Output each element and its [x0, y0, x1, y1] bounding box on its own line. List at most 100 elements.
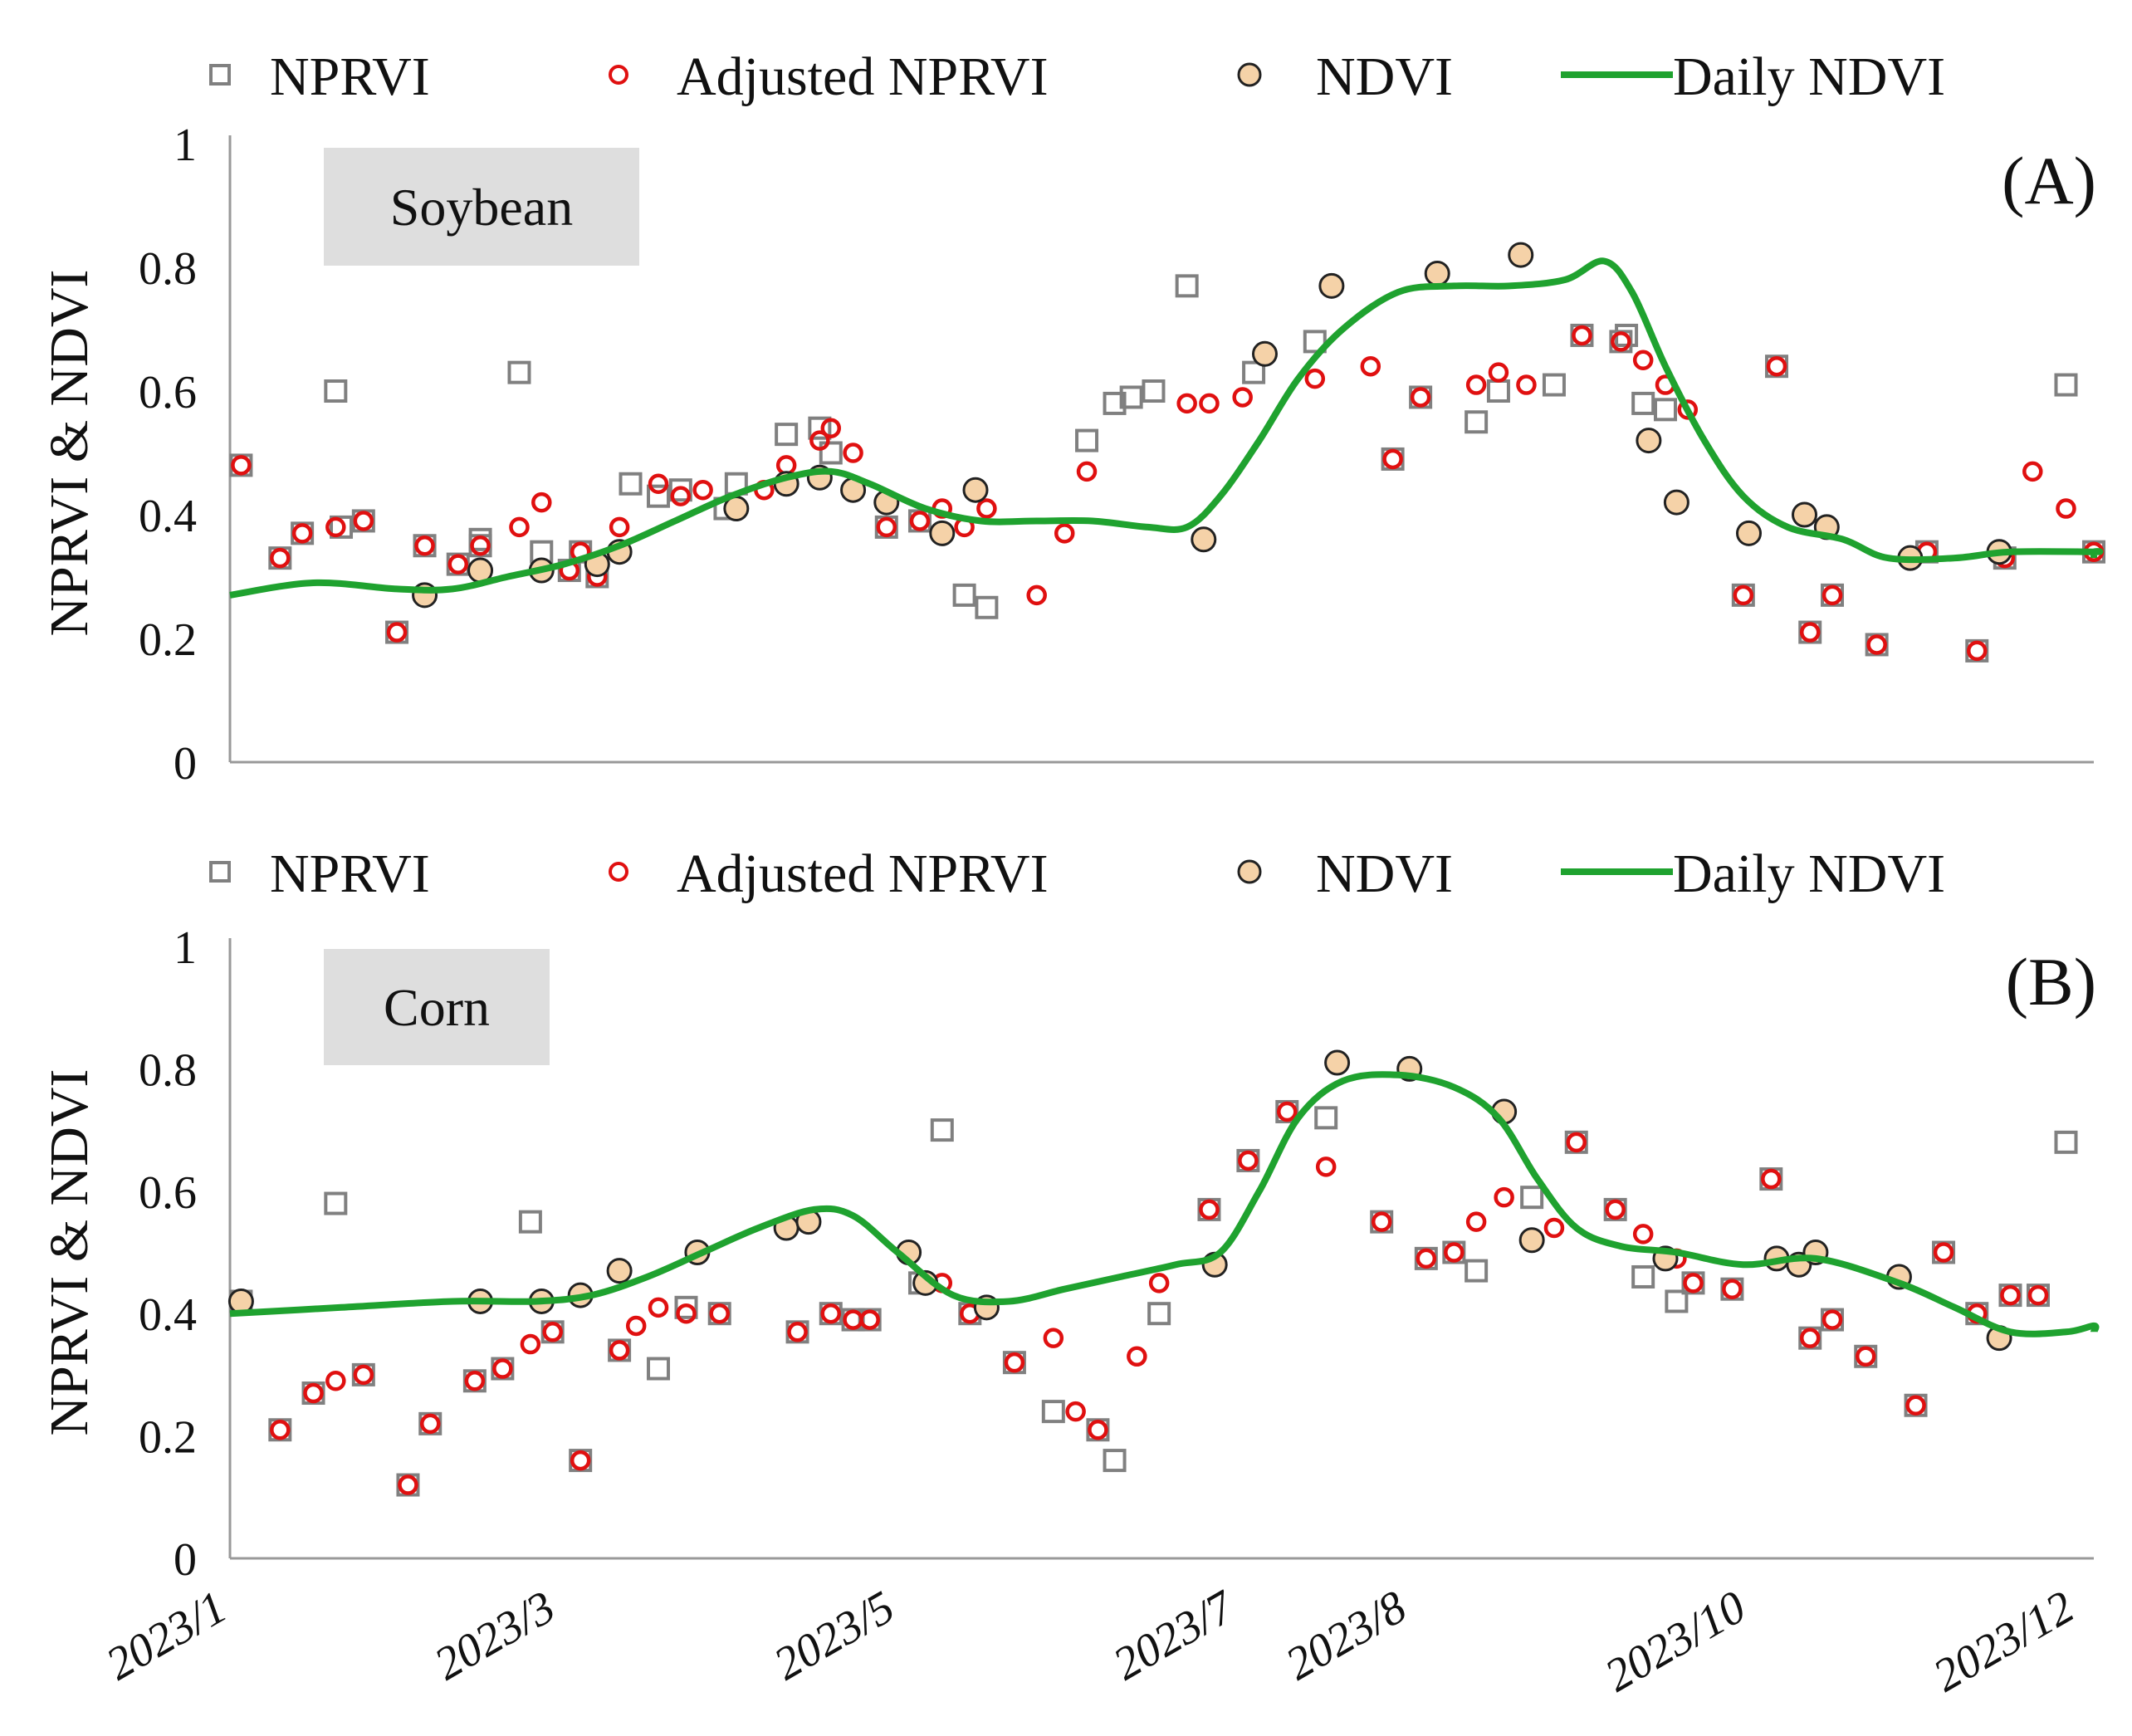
nprvi-point [1665, 1289, 1689, 1313]
adjusted-nprvi-point [1026, 584, 1047, 606]
daily-ndvi-line [229, 1071, 2100, 1337]
panel-label: (B) [2006, 944, 2096, 1020]
adjusted-nprvi-point [420, 1413, 441, 1435]
adjusted-nprvi-point [398, 1474, 418, 1495]
adjusted-nprvi-point [1821, 1309, 1843, 1330]
x-tick-label: 2023/7 [1105, 1581, 1244, 1690]
nprvi-point [775, 423, 799, 447]
daily-ndvi-line [229, 257, 2104, 599]
nprvi-point [324, 379, 348, 403]
adjusted-nprvi-point [492, 1358, 513, 1379]
adjusted-nprvi-point [1488, 362, 1509, 383]
y-tick-label: 0 [174, 738, 197, 790]
adjusted-nprvi-point [509, 516, 530, 538]
nprvi-point [819, 441, 843, 465]
adjusted-nprvi-point [1315, 1157, 1337, 1177]
adjusted-nprvi-point [1444, 1242, 1465, 1263]
legend-nprvi-marker [209, 64, 231, 86]
adjusted-nprvi-point [648, 1297, 669, 1318]
adjusted-nprvi-point [1176, 393, 1197, 414]
panel-a: NPRVI Adjusted NPRVI NDVI Daily NDVI 0 0.2 0.4… [39, 46, 2105, 790]
ndvi-point [1318, 272, 1345, 299]
adjusted-nprvi-point [1799, 622, 1821, 643]
y-tick-label: 0.6 [139, 367, 197, 418]
legend-adjusted-marker [609, 862, 628, 882]
x-tick-label: 2023/8 [1277, 1582, 1415, 1690]
adjusted-nprvi-point [470, 535, 491, 556]
adjusted-nprvi-point [1905, 1395, 1926, 1416]
nprvi-point [1175, 274, 1199, 298]
adjusted-nprvi-point [909, 511, 931, 531]
crop-label-box [324, 949, 550, 1065]
adjusted-nprvi-point [1238, 1150, 1259, 1171]
adjusted-nprvi-point [231, 455, 252, 476]
adjusted-nprvi-point [709, 1303, 730, 1324]
ndvi-point [1424, 260, 1450, 286]
adjusted-nprvi-point [1148, 1273, 1170, 1293]
crop-label: Soybean [390, 178, 573, 237]
nprvi-point [1542, 373, 1566, 397]
nprvi-point [1147, 1302, 1171, 1326]
adjusted-nprvi-point [325, 516, 346, 538]
legend-label: Adjusted NPRVI [677, 844, 1049, 904]
adjusted-nprvi-point [2000, 1284, 2021, 1306]
adjusted-nprvi-point [1605, 1199, 1626, 1220]
adjusted-nprvi-point [1494, 1186, 1514, 1208]
nprvi-point [2054, 373, 2078, 397]
nprvi-point [330, 515, 354, 539]
nprvi-point [668, 478, 692, 502]
nprvi-point [1465, 1259, 1489, 1283]
series-daily-ndvi [229, 257, 2104, 599]
nprvi-point [1303, 330, 1327, 354]
adjusted-nprvi-point [1054, 523, 1075, 544]
adjusted-nprvi-point [1722, 1279, 1743, 1299]
crop-label-box [324, 148, 639, 266]
nprvi-point [1465, 410, 1489, 434]
nprvi-point [1142, 379, 1166, 403]
legend-ndvi-marker [1237, 62, 1262, 87]
ndvi-point [1324, 1049, 1351, 1076]
adjusted-nprvi-point [291, 523, 313, 544]
adjusted-nprvi-point [648, 473, 669, 494]
ndvi-point [1636, 428, 1662, 454]
legend-label: NDVI [1316, 46, 1453, 107]
adjusted-nprvi-point [676, 1303, 697, 1324]
adjusted-nprvi-point [609, 1340, 630, 1361]
adjusted-nprvi-point [625, 1315, 647, 1337]
legend-label: Daily NDVI [1673, 46, 1945, 107]
y-tick-label: 0.2 [139, 1412, 197, 1464]
adjusted-nprvi-point [1543, 1217, 1565, 1239]
nprvi-point [1103, 391, 1127, 415]
adjusted-nprvi-point [353, 511, 374, 531]
nprvi-point [324, 1191, 348, 1215]
series-ndvi [412, 242, 2012, 609]
adjusted-nprvi-point [1855, 1346, 1876, 1367]
adjusted-nprvi-point [1382, 448, 1403, 470]
adjusted-nprvi-point [787, 1322, 808, 1342]
series-adjusted-nprvi [231, 325, 2105, 662]
adjusted-nprvi-point [464, 1371, 486, 1391]
nprvi-point [1119, 385, 1143, 409]
adjusted-nprvi-point [1416, 1248, 1437, 1269]
adjusted-nprvi-point [1933, 1242, 1954, 1263]
y-tick-label: 1 [174, 922, 197, 974]
legend-label: NPRVI [270, 844, 430, 904]
x-tick-label: 2023/10 [1597, 1582, 1754, 1702]
adjusted-nprvi-point [303, 1382, 324, 1404]
panel-b: NPRVI Adjusted NPRVI NDVI Daily NDVI 0 0.2 0.4… [39, 844, 2100, 1702]
adjusted-nprvi-point [570, 1450, 591, 1471]
y-tick-label: 0.2 [139, 614, 197, 666]
adjusted-nprvi-point [1516, 374, 1537, 395]
adjusted-nprvi-point [1566, 1132, 1587, 1153]
y-tick-label: 0 [174, 1534, 197, 1586]
nprvi-point [952, 583, 976, 607]
legend-label: Adjusted NPRVI [677, 46, 1049, 107]
legend: NPRVI Adjusted NPRVI NDVI Daily NDVI [209, 844, 1945, 904]
adjusted-nprvi-point [692, 479, 713, 501]
ndvi-point [929, 520, 956, 546]
adjusted-nprvi-point [976, 498, 997, 519]
series-ndvi [227, 1049, 2012, 1352]
nprvi-point [1653, 398, 1677, 422]
ndvi-point [1191, 526, 1217, 553]
